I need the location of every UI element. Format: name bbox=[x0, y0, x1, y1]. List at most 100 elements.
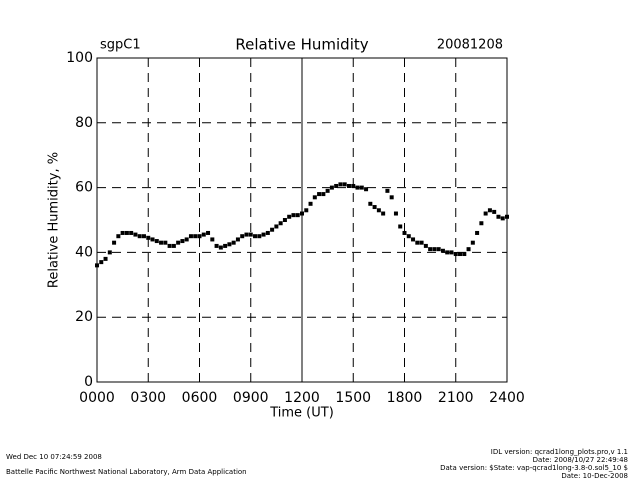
y-tick-label: 80 bbox=[75, 115, 93, 131]
data-point bbox=[107, 250, 112, 255]
data-point bbox=[287, 214, 292, 219]
footer-text: Date: 2008/10/27 22:49:48 bbox=[533, 456, 628, 464]
data-point bbox=[253, 234, 258, 239]
data-point bbox=[99, 260, 104, 265]
data-point bbox=[364, 187, 369, 192]
data-point bbox=[231, 240, 236, 245]
data-point bbox=[257, 234, 262, 239]
data-point bbox=[325, 188, 330, 193]
data-point bbox=[180, 239, 185, 244]
data-point bbox=[223, 243, 228, 248]
data-point bbox=[248, 232, 253, 237]
data-point bbox=[214, 243, 219, 248]
x-tick-label: 2100 bbox=[438, 390, 474, 406]
data-point bbox=[300, 211, 304, 216]
data-point bbox=[334, 183, 339, 188]
data-point bbox=[458, 252, 463, 257]
data-point bbox=[436, 247, 441, 252]
x-tick-label: 1800 bbox=[387, 390, 423, 406]
x-tick-label: 2400 bbox=[489, 390, 525, 406]
data-point bbox=[95, 263, 99, 268]
y-tick-label: 60 bbox=[75, 180, 93, 196]
data-point bbox=[146, 235, 151, 240]
x-tick-label: 1200 bbox=[284, 390, 320, 406]
data-point bbox=[184, 237, 189, 242]
footer-text: Data version: $State: vap-qcrad1long-3.8… bbox=[440, 464, 628, 472]
data-point bbox=[201, 232, 206, 237]
footer-text: Wed Dec 10 07:24:59 2008 bbox=[6, 453, 102, 461]
footer-text: Date: 10-Dec-2008 bbox=[561, 472, 628, 480]
footer-text: IDL version: qcrad1long_plots.pro,v 1.1 bbox=[491, 448, 628, 456]
data-point bbox=[154, 239, 159, 244]
x-tick-label: 0000 bbox=[79, 390, 115, 406]
data-point bbox=[235, 237, 240, 242]
data-point bbox=[496, 214, 501, 219]
data-point bbox=[385, 188, 390, 193]
data-point bbox=[312, 195, 317, 200]
data-point bbox=[197, 234, 202, 239]
data-point bbox=[402, 230, 407, 235]
data-point bbox=[423, 243, 428, 248]
data-point bbox=[240, 234, 245, 239]
y-axis-label: Relative Humidity, % bbox=[47, 152, 62, 288]
data-point bbox=[355, 185, 360, 190]
data-point bbox=[124, 230, 129, 235]
x-tick-label: 0300 bbox=[130, 390, 166, 406]
data-point bbox=[116, 234, 121, 239]
site-label: sgpC1 bbox=[100, 38, 141, 53]
data-point bbox=[176, 240, 181, 245]
data-point bbox=[483, 211, 488, 216]
data-point bbox=[440, 248, 445, 253]
data-point bbox=[291, 213, 296, 218]
y-tick-label: 20 bbox=[75, 309, 93, 325]
data-point bbox=[329, 185, 334, 190]
data-point bbox=[227, 242, 232, 247]
data-point bbox=[398, 224, 403, 229]
data-point bbox=[167, 243, 172, 248]
data-point bbox=[372, 205, 377, 210]
data-point bbox=[171, 243, 176, 248]
data-point bbox=[342, 182, 347, 187]
y-tick-label: 100 bbox=[66, 50, 93, 66]
data-point bbox=[274, 224, 279, 229]
data-point bbox=[470, 240, 475, 245]
data-point bbox=[346, 183, 351, 188]
data-point bbox=[462, 252, 467, 257]
x-tick-label: 1500 bbox=[335, 390, 371, 406]
data-point bbox=[137, 234, 142, 239]
data-point bbox=[206, 230, 211, 235]
data-point bbox=[141, 234, 146, 239]
data-point bbox=[112, 240, 117, 245]
data-point bbox=[406, 234, 411, 239]
data-point bbox=[210, 237, 215, 242]
data-point bbox=[129, 230, 134, 235]
data-point bbox=[475, 230, 480, 235]
data-point bbox=[218, 245, 223, 250]
data-point bbox=[163, 240, 168, 245]
data-point bbox=[321, 192, 326, 197]
y-tick-label: 0 bbox=[84, 374, 93, 390]
data-point bbox=[393, 211, 398, 216]
data-point bbox=[150, 237, 155, 242]
data-point bbox=[376, 208, 381, 213]
data-point bbox=[133, 232, 138, 237]
data-point bbox=[265, 230, 270, 235]
data-point bbox=[295, 213, 300, 218]
date-label: 20081208 bbox=[437, 38, 503, 53]
data-point bbox=[317, 192, 322, 197]
x-axis-label: Time (UT) bbox=[269, 406, 334, 421]
data-point bbox=[308, 201, 313, 206]
data-point bbox=[453, 252, 458, 257]
data-point bbox=[487, 208, 492, 213]
data-point bbox=[419, 240, 424, 245]
data-point bbox=[415, 240, 420, 245]
data-point bbox=[381, 211, 386, 216]
data-point bbox=[389, 195, 394, 200]
data-point bbox=[261, 232, 266, 237]
data-point bbox=[411, 237, 416, 242]
data-point bbox=[368, 201, 373, 206]
data-point bbox=[244, 232, 249, 237]
data-point bbox=[359, 185, 364, 190]
data-point bbox=[193, 234, 198, 239]
